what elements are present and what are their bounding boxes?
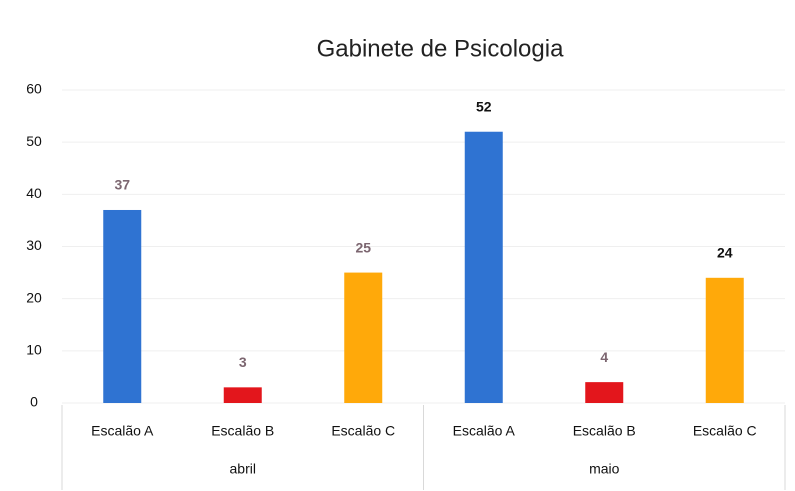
group-label: abril — [230, 461, 256, 477]
bar — [705, 277, 744, 403]
x-tick-label: Escalão A — [91, 423, 154, 439]
x-tick-label: Escalão C — [693, 423, 757, 439]
y-tick-label: 30 — [26, 237, 42, 253]
bar — [344, 272, 383, 403]
y-tick-label: 0 — [30, 394, 38, 410]
bar — [223, 387, 262, 403]
y-tick-label: 20 — [26, 289, 42, 305]
y-tick-label: 60 — [26, 81, 42, 97]
chart-title: Gabinete de Psicologia — [317, 35, 564, 62]
value-label: 37 — [114, 177, 130, 193]
group-label: maio — [589, 461, 620, 477]
value-label: 24 — [717, 245, 733, 261]
bar — [103, 209, 142, 403]
y-tick-label: 10 — [26, 342, 42, 358]
value-label: 25 — [355, 239, 371, 255]
bar — [585, 382, 624, 403]
value-label: 4 — [600, 349, 608, 365]
y-tick-label: 50 — [26, 133, 42, 149]
value-label: 3 — [239, 354, 247, 370]
x-tick-label: Escalão B — [573, 423, 636, 439]
x-tick-label: Escalão A — [453, 423, 516, 439]
y-tick-label: 40 — [26, 185, 42, 201]
value-label: 52 — [476, 98, 492, 114]
bar — [464, 131, 503, 403]
x-tick-label: Escalão C — [331, 423, 395, 439]
x-tick-label: Escalão B — [211, 423, 274, 439]
